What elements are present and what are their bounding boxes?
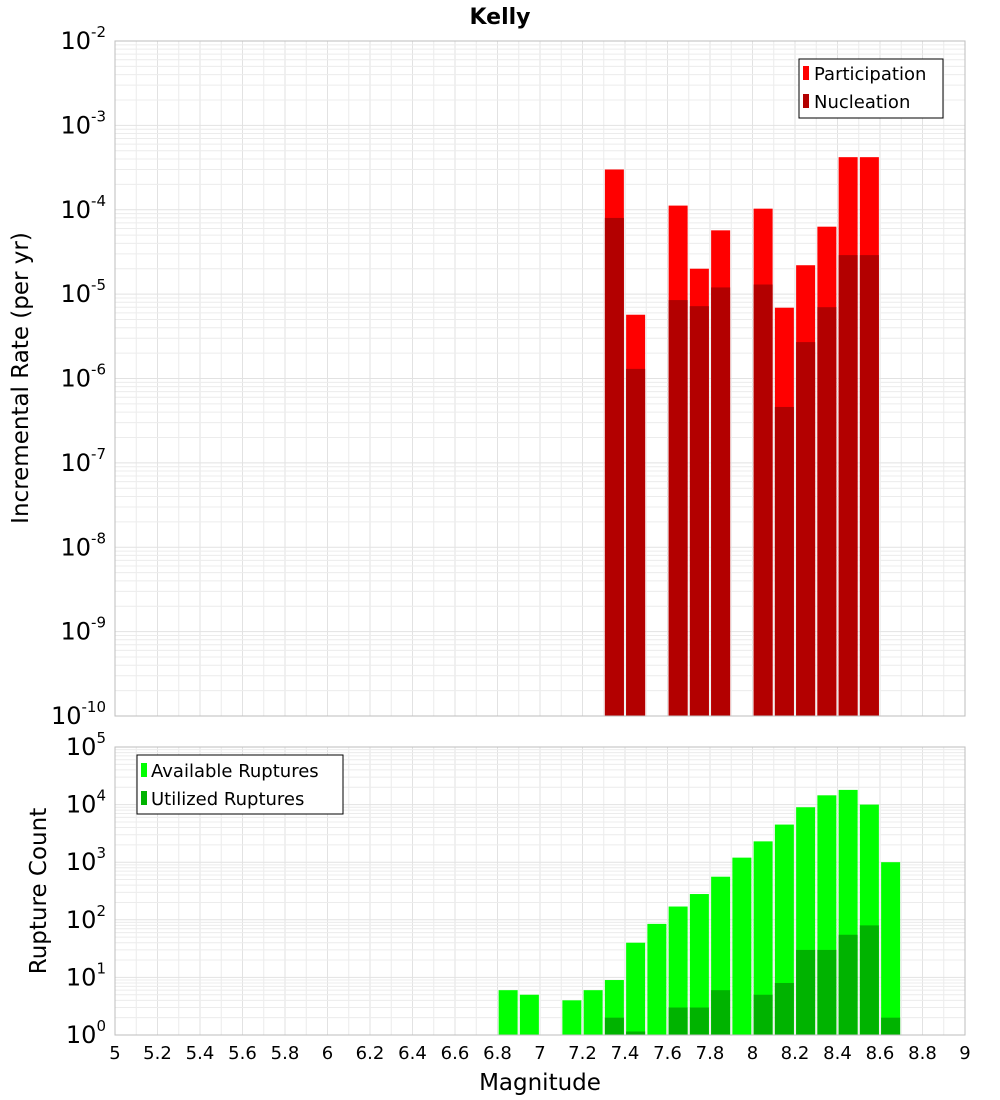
bar-nucleation bbox=[796, 342, 816, 716]
x-tick-label: 7.6 bbox=[653, 1043, 682, 1064]
x-tick-label: 5.8 bbox=[271, 1043, 300, 1064]
legend-label-utilized: Utilized Ruptures bbox=[151, 789, 304, 810]
x-tick-label: 5.6 bbox=[228, 1043, 257, 1064]
bottom-plot-bars bbox=[498, 789, 901, 1035]
top-y-tick-label: 10-9 bbox=[60, 614, 106, 646]
top-plot-bars bbox=[604, 157, 879, 717]
x-tick-label: 6.4 bbox=[398, 1043, 427, 1064]
bar-available-ruptures bbox=[689, 894, 709, 1035]
bar-nucleation bbox=[753, 284, 773, 716]
bar-nucleation bbox=[838, 255, 858, 716]
bar-utilized-ruptures bbox=[689, 1007, 709, 1035]
top-y-tick-label: 10-5 bbox=[60, 276, 106, 308]
bar-available-ruptures bbox=[881, 862, 901, 1035]
bottom-y-tick-label: 103 bbox=[66, 844, 106, 876]
x-tick-label: 8.4 bbox=[823, 1043, 852, 1064]
bar-utilized-ruptures bbox=[859, 925, 879, 1035]
top-y-tick-label: 10-7 bbox=[60, 445, 106, 477]
x-tick-label: 6.2 bbox=[356, 1043, 385, 1064]
x-tick-label: 7.8 bbox=[696, 1043, 725, 1064]
bar-available-ruptures bbox=[647, 923, 667, 1035]
top-y-tick-label: 10-6 bbox=[60, 361, 106, 393]
bar-available-ruptures bbox=[519, 994, 539, 1035]
bar-utilized-ruptures bbox=[796, 949, 816, 1035]
top-y-tick-label: 10-3 bbox=[60, 107, 106, 139]
bar-nucleation bbox=[626, 368, 646, 716]
x-tick-label: 8.2 bbox=[781, 1043, 810, 1064]
bar-available-ruptures bbox=[732, 857, 752, 1035]
legend-swatch-available bbox=[141, 763, 147, 777]
legend-swatch-nucleation bbox=[803, 94, 809, 108]
bar-nucleation bbox=[711, 287, 731, 716]
bar-nucleation bbox=[604, 217, 624, 716]
top-plot-grid bbox=[114, 41, 966, 717]
bar-utilized-ruptures bbox=[817, 949, 837, 1035]
top-y-tick-label: 10-10 bbox=[51, 698, 106, 730]
x-tick-label: 5 bbox=[109, 1043, 120, 1064]
top-y-tick-label: 10-8 bbox=[60, 529, 106, 561]
x-tick-label: 6.8 bbox=[483, 1043, 512, 1064]
x-tick-label: 7.2 bbox=[568, 1043, 597, 1064]
x-tick-label: 8 bbox=[747, 1043, 758, 1064]
x-tick-label: 6 bbox=[322, 1043, 333, 1064]
bar-nucleation bbox=[689, 306, 709, 716]
x-tick-label: 9 bbox=[959, 1043, 970, 1064]
bottom-y-tick-labels: 100 101 102 103 104 105 bbox=[66, 729, 106, 1049]
bar-utilized-ruptures bbox=[838, 934, 858, 1035]
bar-available-ruptures bbox=[626, 942, 646, 1035]
bottom-y-tick-label: 104 bbox=[66, 787, 106, 819]
x-tick-label: 7 bbox=[534, 1043, 545, 1064]
bar-nucleation bbox=[859, 255, 879, 716]
bar-utilized-ruptures bbox=[881, 1017, 901, 1035]
bar-nucleation bbox=[774, 406, 794, 716]
x-tick-label: 8.6 bbox=[866, 1043, 895, 1064]
bar-available-ruptures bbox=[753, 841, 773, 1035]
top-y-tick-label: 10-4 bbox=[60, 192, 106, 224]
top-legend: Participation Nucleation bbox=[798, 58, 944, 119]
bar-available-ruptures bbox=[562, 1000, 582, 1035]
bar-utilized-ruptures bbox=[753, 994, 773, 1035]
bar-utilized-ruptures bbox=[774, 982, 794, 1035]
bottom-y-tick-label: 101 bbox=[66, 959, 106, 991]
bar-available-ruptures bbox=[668, 906, 688, 1035]
bar-available-ruptures bbox=[498, 990, 518, 1035]
legend-label-participation: Participation bbox=[814, 64, 926, 85]
bar-available-ruptures bbox=[774, 824, 794, 1035]
legend-label-available: Available Ruptures bbox=[151, 761, 319, 782]
bar-utilized-ruptures bbox=[668, 1007, 688, 1035]
bottom-plot-frame bbox=[114, 746, 966, 1036]
top-y-axis-label: Incremental Rate (per yr) bbox=[8, 232, 34, 524]
bottom-y-axis-label: Rupture Count bbox=[26, 808, 52, 974]
bottom-y-tick-label: 100 bbox=[66, 1017, 106, 1049]
legend-swatch-utilized bbox=[141, 791, 147, 805]
top-y-tick-labels: 10-10 10-9 10-8 10-7 10-6 10-5 10-4 10-3 10-2 bbox=[51, 23, 106, 730]
x-tick-label: 5.2 bbox=[143, 1043, 172, 1064]
bottom-y-tick-label: 102 bbox=[66, 902, 106, 934]
bar-utilized-ruptures bbox=[626, 1031, 646, 1035]
bottom-legend: Available Ruptures Utilized Ruptures bbox=[136, 754, 344, 815]
x-tick-label: 7.4 bbox=[611, 1043, 640, 1064]
bar-utilized-ruptures bbox=[711, 990, 731, 1035]
x-axis-label: Magnitude bbox=[479, 1070, 601, 1096]
legend-swatch-participation bbox=[803, 66, 809, 80]
bar-utilized-ruptures bbox=[604, 1017, 624, 1035]
top-y-tick-label: 10-2 bbox=[60, 23, 106, 55]
x-tick-label: 8.8 bbox=[908, 1043, 937, 1064]
x-tick-labels: 5 5.2 5.4 5.6 5.8 6 6.2 6.4 6.6 6.8 7 7.2 7.4 7.6 7.8 8… bbox=[109, 1043, 970, 1064]
bar-nucleation bbox=[817, 307, 837, 716]
bottom-y-tick-label: 105 bbox=[66, 729, 106, 761]
chart-title: Kelly bbox=[469, 5, 530, 30]
x-tick-label: 6.6 bbox=[441, 1043, 470, 1064]
legend-label-nucleation: Nucleation bbox=[814, 92, 910, 113]
top-plot-frame bbox=[114, 40, 966, 717]
x-tick-label: 5.4 bbox=[186, 1043, 215, 1064]
bar-nucleation bbox=[668, 300, 688, 716]
bar-available-ruptures bbox=[583, 990, 603, 1035]
